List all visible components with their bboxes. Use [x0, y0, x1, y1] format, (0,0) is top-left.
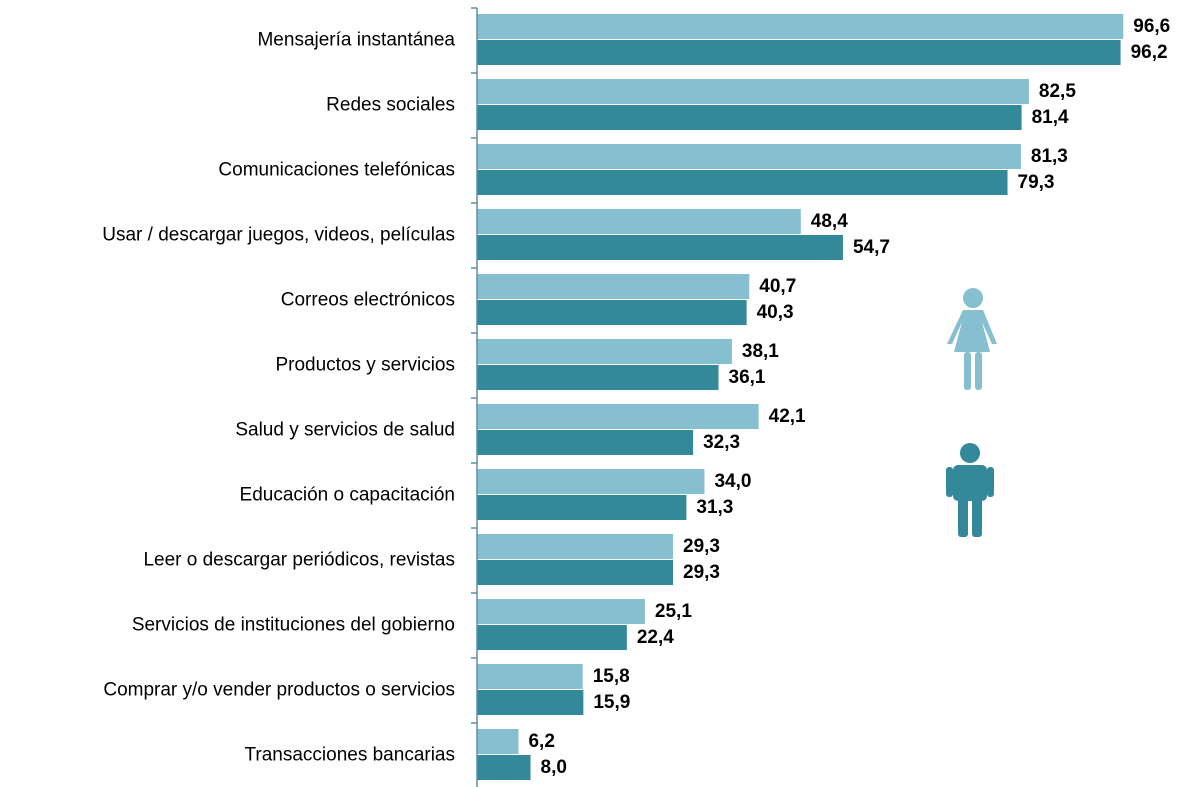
bar: [477, 534, 674, 559]
category-label: Comunicaciones telefónicas: [218, 160, 455, 181]
value-label: 54,7: [853, 237, 890, 258]
value-label: 40,7: [759, 276, 796, 297]
bar: [477, 430, 694, 455]
value-label: 31,3: [696, 497, 733, 518]
value-label: 25,1: [655, 601, 692, 622]
value-label: 8,0: [541, 757, 567, 778]
bar: [477, 274, 750, 299]
category-label: Servicios de instituciones del gobierno: [132, 615, 455, 636]
bar: [477, 495, 687, 520]
value-label: 29,3: [683, 536, 720, 557]
bar: [477, 235, 843, 260]
value-label: 42,1: [769, 406, 806, 427]
value-label: 79,3: [1018, 172, 1055, 193]
value-label: 48,4: [811, 211, 848, 232]
bar: [477, 664, 583, 689]
bar: [477, 170, 1008, 195]
bar: [477, 365, 719, 390]
bar: [477, 300, 747, 325]
value-label: 82,5: [1039, 81, 1076, 102]
bar: [477, 79, 1029, 104]
category-label: Salud y servicios de salud: [235, 420, 455, 441]
bar: [477, 209, 801, 234]
bar: [477, 339, 732, 364]
bar: [477, 144, 1021, 169]
value-label: 15,8: [593, 666, 630, 687]
category-label: Correos electrónicos: [281, 290, 455, 311]
category-label: Leer o descargar periódicos, revistas: [143, 550, 455, 571]
bar: [477, 105, 1022, 130]
value-label: 34,0: [714, 471, 751, 492]
category-label: Productos y servicios: [275, 355, 455, 376]
value-label: 6,2: [528, 731, 554, 752]
value-label: 15,9: [593, 692, 630, 713]
category-label: Transacciones bancarias: [244, 745, 455, 766]
male-icon: [946, 443, 994, 537]
value-label: 96,6: [1133, 16, 1170, 37]
bar: [477, 625, 627, 650]
bar: [477, 40, 1121, 65]
bar: [477, 729, 519, 754]
value-label: 32,3: [703, 432, 740, 453]
value-label: 38,1: [742, 341, 779, 362]
value-label: 96,2: [1131, 42, 1168, 63]
value-label: 36,1: [729, 367, 766, 388]
value-label: 22,4: [637, 627, 674, 648]
bar: [477, 690, 584, 715]
value-label: 81,4: [1032, 107, 1069, 128]
bar: [477, 599, 645, 624]
bar: [477, 404, 759, 429]
category-label: Mensajería instantánea: [257, 30, 455, 51]
bar: [477, 14, 1124, 39]
female-icon: [947, 288, 997, 390]
bar: [477, 755, 531, 780]
category-label: Educación o capacitación: [240, 485, 455, 506]
bar: [477, 560, 674, 585]
category-label: Usar / descargar juegos, videos, películ…: [102, 225, 455, 246]
value-label: 40,3: [757, 302, 794, 323]
value-label: 29,3: [683, 562, 720, 583]
value-label: 81,3: [1031, 146, 1068, 167]
category-label: Redes sociales: [326, 95, 455, 116]
bar: [477, 469, 705, 494]
category-label: Comprar y/o vender productos o servicios: [103, 680, 455, 701]
